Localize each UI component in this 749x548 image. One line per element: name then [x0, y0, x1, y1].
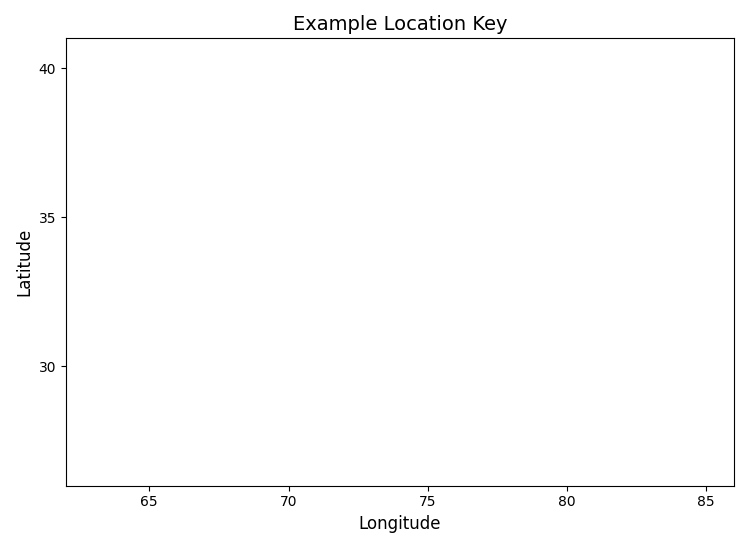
- Title: Example Location Key: Example Location Key: [293, 15, 507, 34]
- Y-axis label: Latitude: Latitude: [15, 228, 33, 296]
- X-axis label: Longitude: Longitude: [359, 515, 441, 533]
